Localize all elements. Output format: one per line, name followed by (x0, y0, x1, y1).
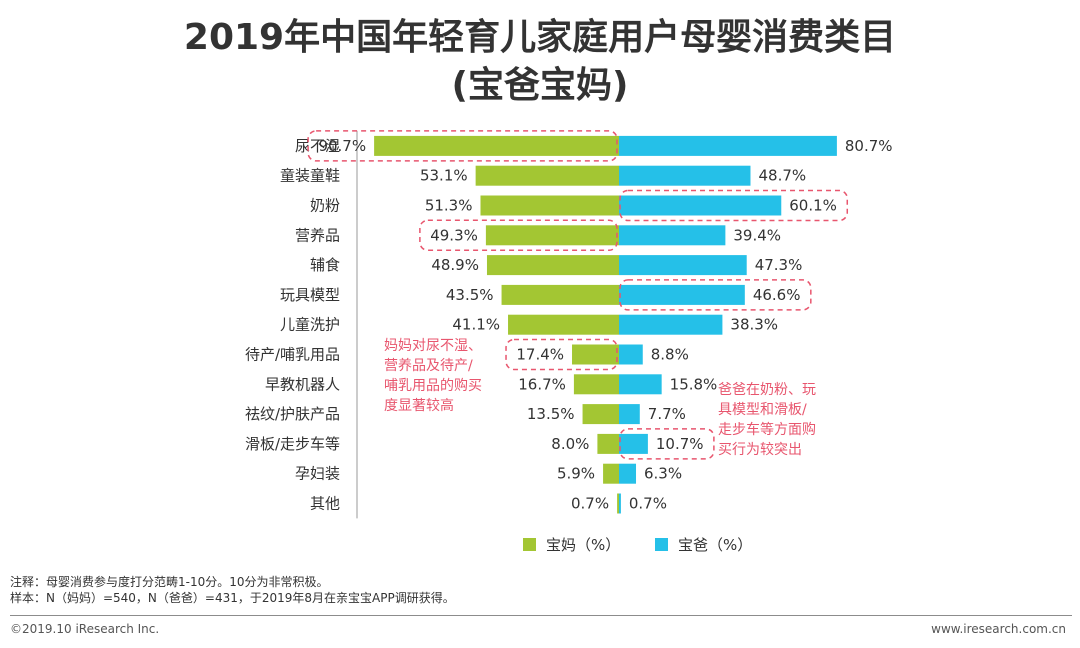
dad-callout-text: 爸爸在奶粉、玩 具模型和滑板/ 走步车等方面购 买行为较突出 (718, 382, 816, 458)
mom-highlight-box (307, 130, 618, 162)
dad-value-label: 8.8% (651, 346, 689, 364)
category-label: 早教机器人 (265, 375, 340, 393)
mom-value-label: 43.5% (446, 286, 494, 304)
mom-value-label: 53.1% (420, 167, 468, 185)
mom-highlight-box (419, 219, 618, 252)
mom-highlight-box (505, 338, 618, 371)
dad-value-label: 7.7% (648, 405, 686, 423)
bar-dad (619, 433, 648, 454)
category-label: 其他 (310, 495, 340, 513)
dad-value-label: 48.7% (758, 167, 806, 185)
chart-title-line2: (宝爸宝妈) (451, 65, 629, 106)
bar-dad (619, 284, 745, 305)
mom-callout-text: 妈妈对尿不湿、 营养品及待产/ 哺乳用品的购买 度显著较高 (384, 338, 482, 414)
footer-copyright: ©2019.10 iResearch Inc. (10, 622, 160, 636)
bar-dad (619, 255, 747, 276)
bar-dad (619, 225, 726, 246)
bar-mom (475, 165, 619, 186)
mom-value-label: 48.9% (431, 256, 479, 274)
legend-swatch-mom (523, 538, 536, 551)
legend-label-dad: 宝爸（%） (678, 536, 752, 554)
bar-mom (573, 374, 619, 395)
category-label: 祛纹/护肤产品 (245, 405, 340, 423)
mom-value-label: 8.0% (551, 435, 589, 453)
dad-value-label: 6.3% (644, 465, 682, 483)
footer-divider (10, 615, 1072, 616)
dad-value-label: 47.3% (755, 256, 803, 274)
category-label: 奶粉 (310, 197, 340, 215)
dad-value-label: 46.6% (753, 286, 801, 304)
footnote-sample: 样本：N（妈妈）=540，N（爸爸）=431，于2019年8月在亲宝宝APP调研… (10, 591, 455, 605)
bar-dad (619, 195, 782, 216)
dad-value-label: 38.3% (730, 316, 778, 334)
category-label: 辅食 (310, 256, 340, 274)
bar-mom (572, 344, 619, 365)
bar-mom (597, 433, 619, 454)
mom-value-label: 13.5% (527, 405, 575, 423)
dad-value-label: 60.1% (789, 197, 837, 215)
bar-mom (374, 135, 619, 156)
bar-dad (619, 344, 643, 365)
mom-value-label: 17.4% (516, 346, 564, 364)
category-label: 玩具模型 (280, 286, 340, 304)
mom-value-label: 49.3% (430, 226, 478, 244)
category-label: 童装童鞋 (280, 167, 340, 185)
bar-mom (617, 493, 619, 514)
mom-value-label: 41.1% (452, 316, 500, 334)
bar-mom (501, 284, 619, 305)
dad-highlight-box (619, 279, 812, 311)
dad-value-label: 80.7% (845, 137, 893, 155)
bar-dad (619, 374, 662, 395)
dad-value-label: 15.8% (670, 375, 718, 393)
footer-website: www.iresearch.com.cn (931, 622, 1066, 636)
bar-dad (619, 463, 637, 484)
dad-value-label: 0.7% (629, 495, 667, 513)
mom-value-label: 5.9% (557, 465, 595, 483)
mom-value-label: 90.7% (318, 137, 366, 155)
category-label: 儿童洗护 (280, 316, 340, 334)
mom-value-label: 51.3% (425, 197, 473, 215)
mom-value-label: 0.7% (571, 495, 609, 513)
dad-highlight-box (619, 189, 849, 222)
bar-mom (582, 404, 619, 425)
legend-swatch-dad (655, 538, 668, 551)
bar-dad (619, 165, 751, 186)
bar-mom (486, 255, 619, 276)
bar-mom (603, 463, 619, 484)
bar-mom (508, 314, 619, 335)
category-label: 尿不湿 (295, 137, 340, 155)
footnote-scale: 注释：母婴消费参与度打分范畴1-10分。10分为非常积极。 (10, 575, 329, 589)
dad-value-label: 10.7% (656, 435, 704, 453)
bar-mom (480, 195, 619, 216)
category-label: 营养品 (295, 226, 340, 244)
bar-dad (619, 135, 837, 156)
legend-label-mom: 宝妈（%） (546, 536, 620, 554)
bar-dad (619, 314, 723, 335)
category-label: 待产/哺乳用品 (245, 346, 340, 364)
category-label: 滑板/走步车等 (245, 435, 340, 453)
dad-highlight-box (619, 428, 715, 460)
chart-title-line1: 2019年中国年轻育儿家庭用户母婴消费类目 (183, 17, 897, 58)
bar-dad (619, 493, 621, 514)
mom-value-label: 16.7% (518, 375, 566, 393)
bar-dad (619, 404, 640, 425)
category-label: 孕妇装 (295, 465, 340, 483)
bar-mom (485, 225, 619, 246)
dad-value-label: 39.4% (733, 226, 781, 244)
